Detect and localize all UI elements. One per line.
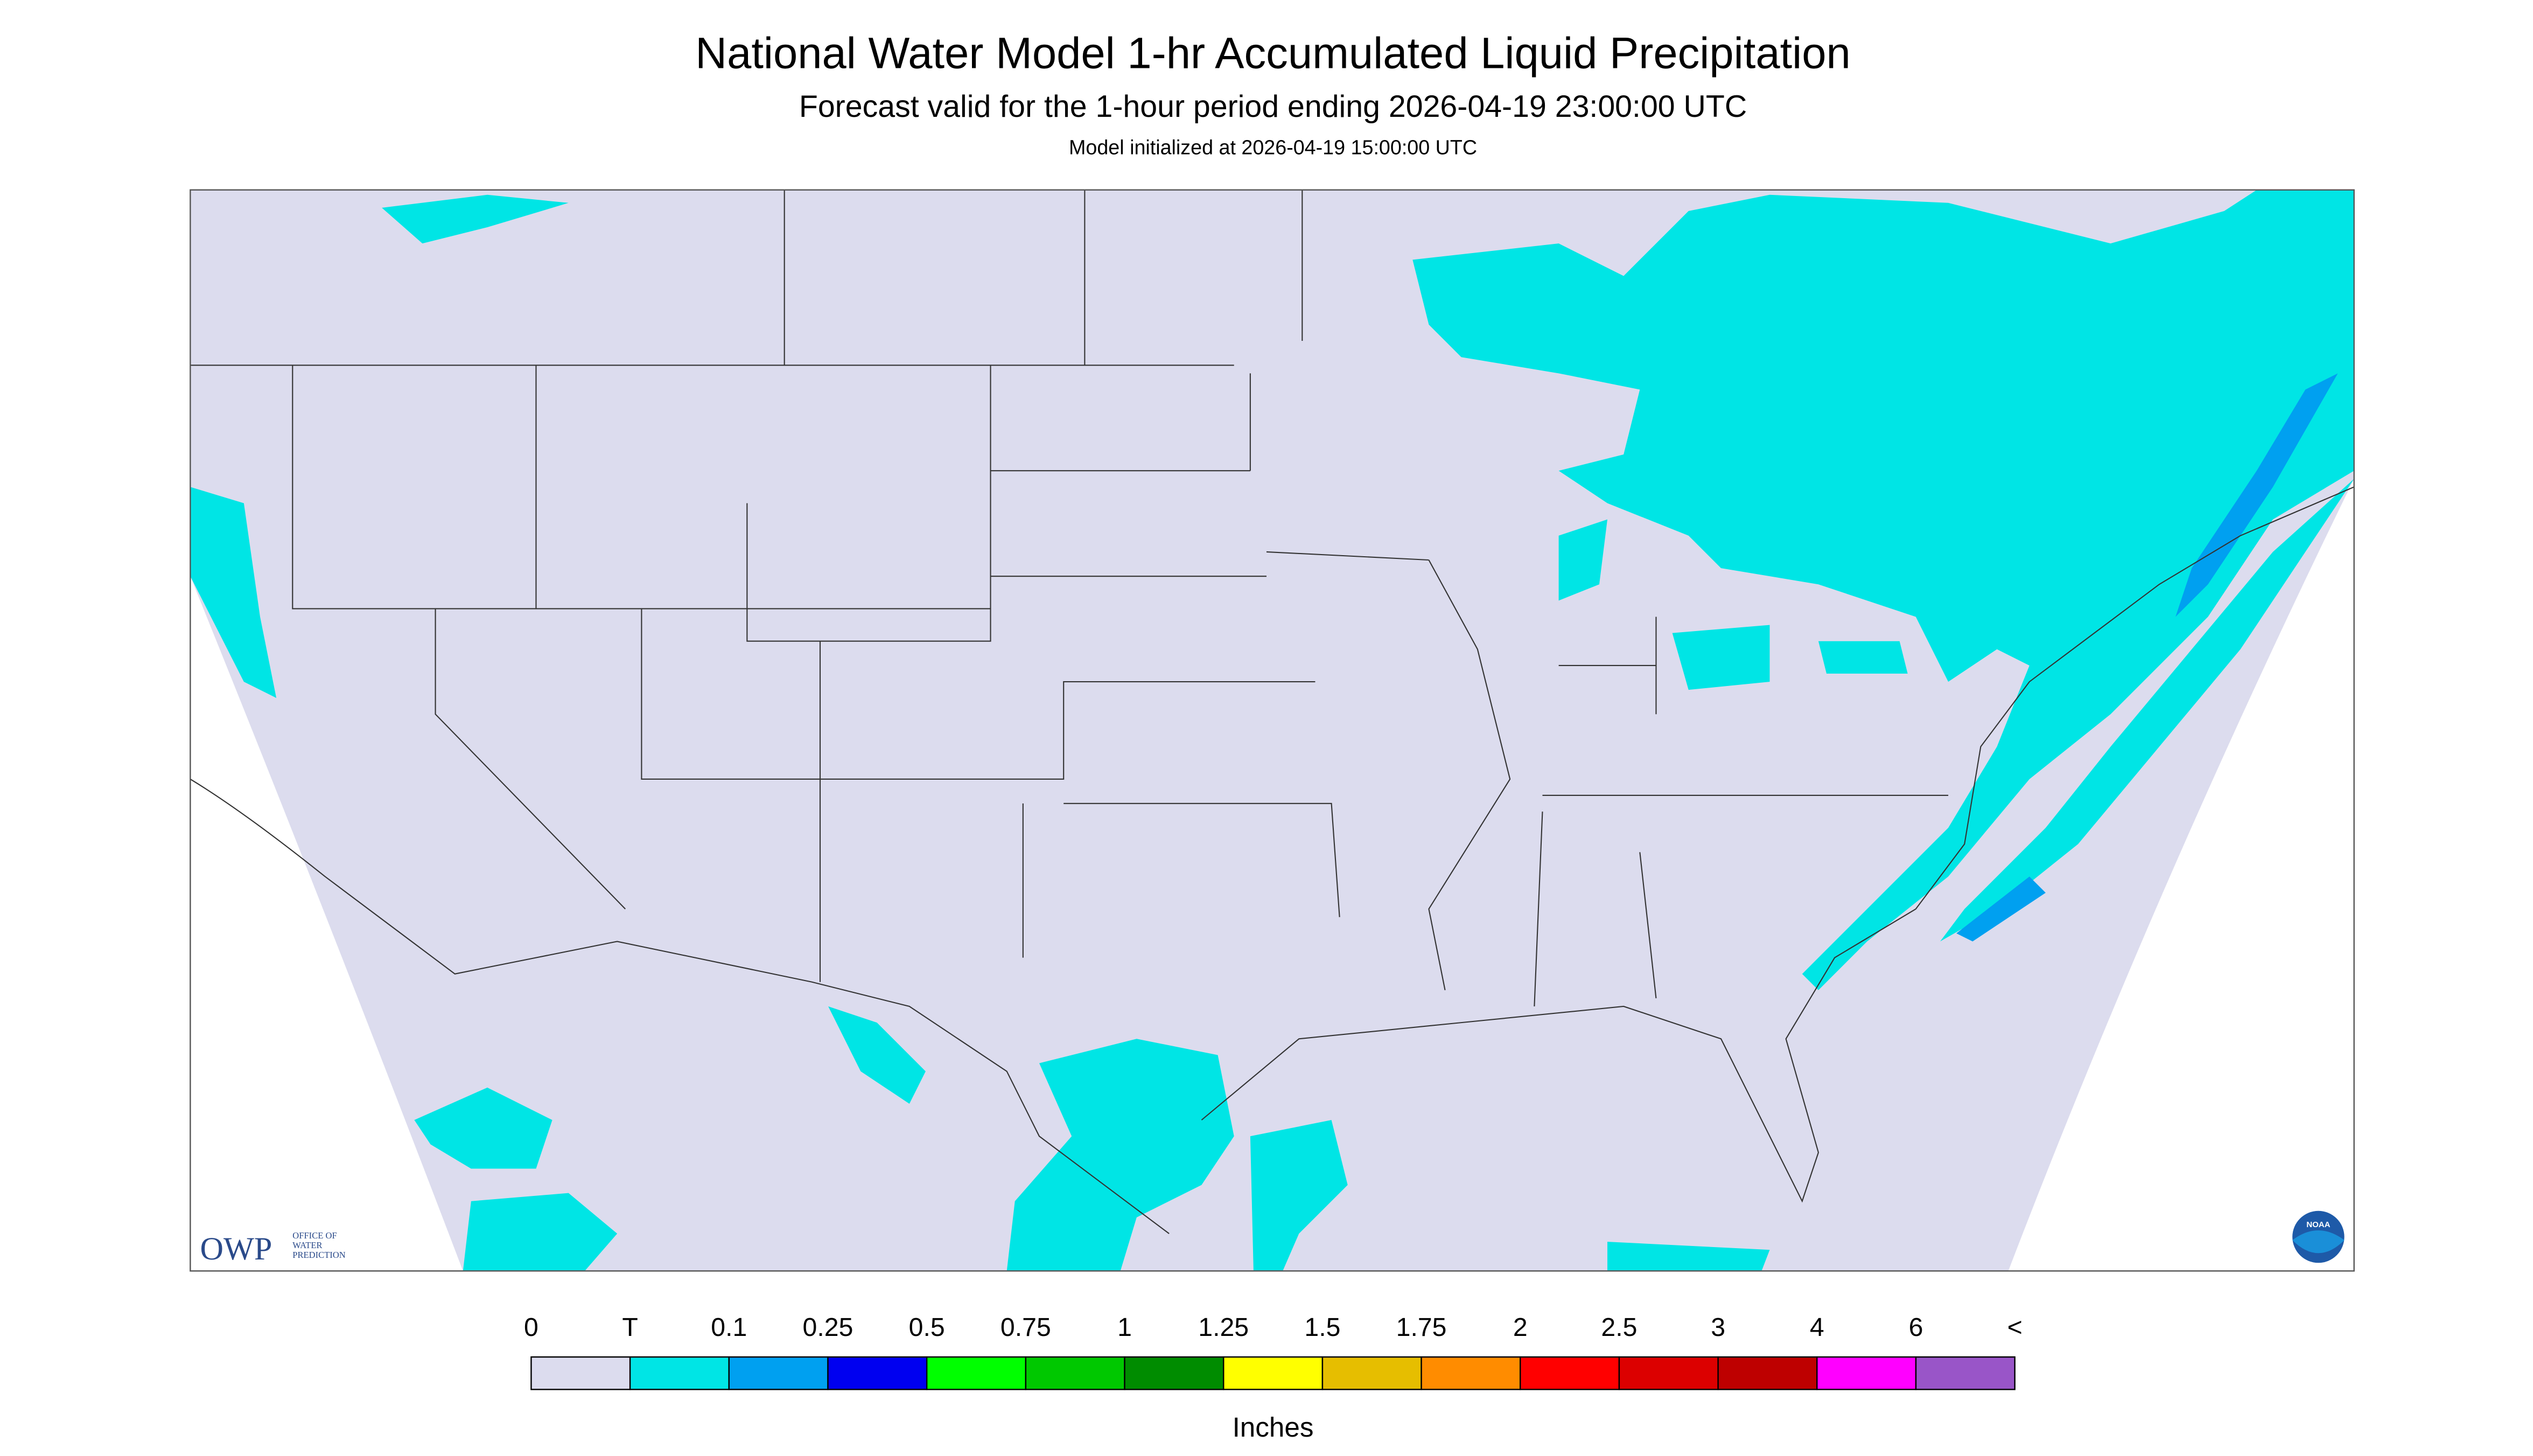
- precip-area: [1006, 1039, 1234, 1271]
- colorbar-label: 0.1: [711, 1313, 747, 1342]
- precip-area: [382, 194, 569, 244]
- colorbar-swatch: [1421, 1356, 1521, 1390]
- colorbar: 0 T 0.1 0.25 0.5 0.75 1 1.25 1.5 1.75 2 2.5 3 4 6 <: [524, 1313, 2023, 1390]
- precip-area: [2175, 373, 2338, 617]
- colorbar-swatch: [1124, 1356, 1224, 1390]
- colorbar-swatch: [1717, 1356, 1818, 1390]
- precip-area: [414, 1087, 552, 1169]
- colorbar-label: 1.5: [1304, 1313, 1340, 1342]
- precip-light: [1956, 373, 2338, 942]
- precip-area: [1412, 190, 2354, 990]
- colorbar-label: 0.5: [909, 1313, 945, 1342]
- colorbar-units: Inches: [1233, 1412, 1314, 1443]
- colorbar-label: T: [622, 1313, 638, 1342]
- precip-area: [1558, 519, 1608, 601]
- colorbar-label: 1: [1117, 1313, 1132, 1342]
- colorbar-label: 0.75: [1000, 1313, 1051, 1342]
- owp-logo-line: OFFICE OF: [292, 1230, 337, 1241]
- precip-area: [1956, 876, 2046, 942]
- owp-logo: OWP: [200, 1231, 272, 1267]
- precip-area: [1940, 479, 2354, 942]
- colorbar-swatch: [1321, 1356, 1422, 1390]
- colorbar-swatch: [1816, 1356, 1917, 1390]
- colorbar-swatch: [629, 1356, 730, 1390]
- colorbar-label: 2.5: [1601, 1313, 1637, 1342]
- precip-area: [828, 1006, 926, 1104]
- colorbar-swatch: [728, 1356, 829, 1390]
- colorbar-swatch: [827, 1356, 928, 1390]
- colorbar-swatch: [1520, 1356, 1620, 1390]
- colorbar-label: 1.25: [1198, 1313, 1249, 1342]
- map-frame: [190, 189, 2355, 1272]
- colorbar-label: 0: [524, 1313, 538, 1342]
- domain-edge-west: [190, 576, 463, 1271]
- colorbar-label: 2: [1513, 1313, 1528, 1342]
- init-time: Model initialized at 2026-04-19 15:00:00…: [1069, 136, 1477, 158]
- precip-area: [1672, 625, 1770, 690]
- precip-area: [190, 487, 277, 698]
- precip-area: [1250, 1120, 1348, 1271]
- coastline: [190, 486, 2354, 1234]
- colorbar-swatch: [1223, 1356, 1324, 1390]
- noaa-logo-wave: [2292, 1230, 2345, 1254]
- title: National Water Model 1-hr Accumulated Li…: [695, 29, 1850, 78]
- colorbar-label: <: [2007, 1313, 2023, 1342]
- colorbar-swatch: [1915, 1356, 2016, 1390]
- precip-area: [1818, 641, 1908, 674]
- owp-logo-line: PREDICTION: [292, 1250, 345, 1260]
- domain-edge-east: [2008, 479, 2354, 1271]
- state-lines: [190, 365, 1949, 1007]
- colorbar-label: 4: [1810, 1313, 1824, 1342]
- colorbar-swatch: [926, 1356, 1027, 1390]
- owp-logo-line: WATER: [292, 1240, 323, 1250]
- precip-trace: [190, 190, 2354, 1271]
- canada-lines: [783, 190, 1303, 366]
- subtitle: Forecast valid for the 1-hour period end…: [799, 89, 1747, 124]
- noaa-logo-text: NOAA: [2306, 1220, 2330, 1229]
- precip-area: [463, 1193, 618, 1271]
- colorbar-swatch: [1618, 1356, 1719, 1390]
- colorbar-label: 3: [1711, 1313, 1725, 1342]
- colorbar-label: 0.25: [803, 1313, 853, 1342]
- precip-area: [1607, 1242, 1770, 1271]
- colorbar-label: 1.75: [1396, 1313, 1447, 1342]
- colorbar-swatch: [1025, 1356, 1125, 1390]
- boundaries: [190, 190, 2354, 1234]
- colorbar-swatch: [530, 1356, 631, 1390]
- colorbar-label: 6: [1909, 1313, 1923, 1342]
